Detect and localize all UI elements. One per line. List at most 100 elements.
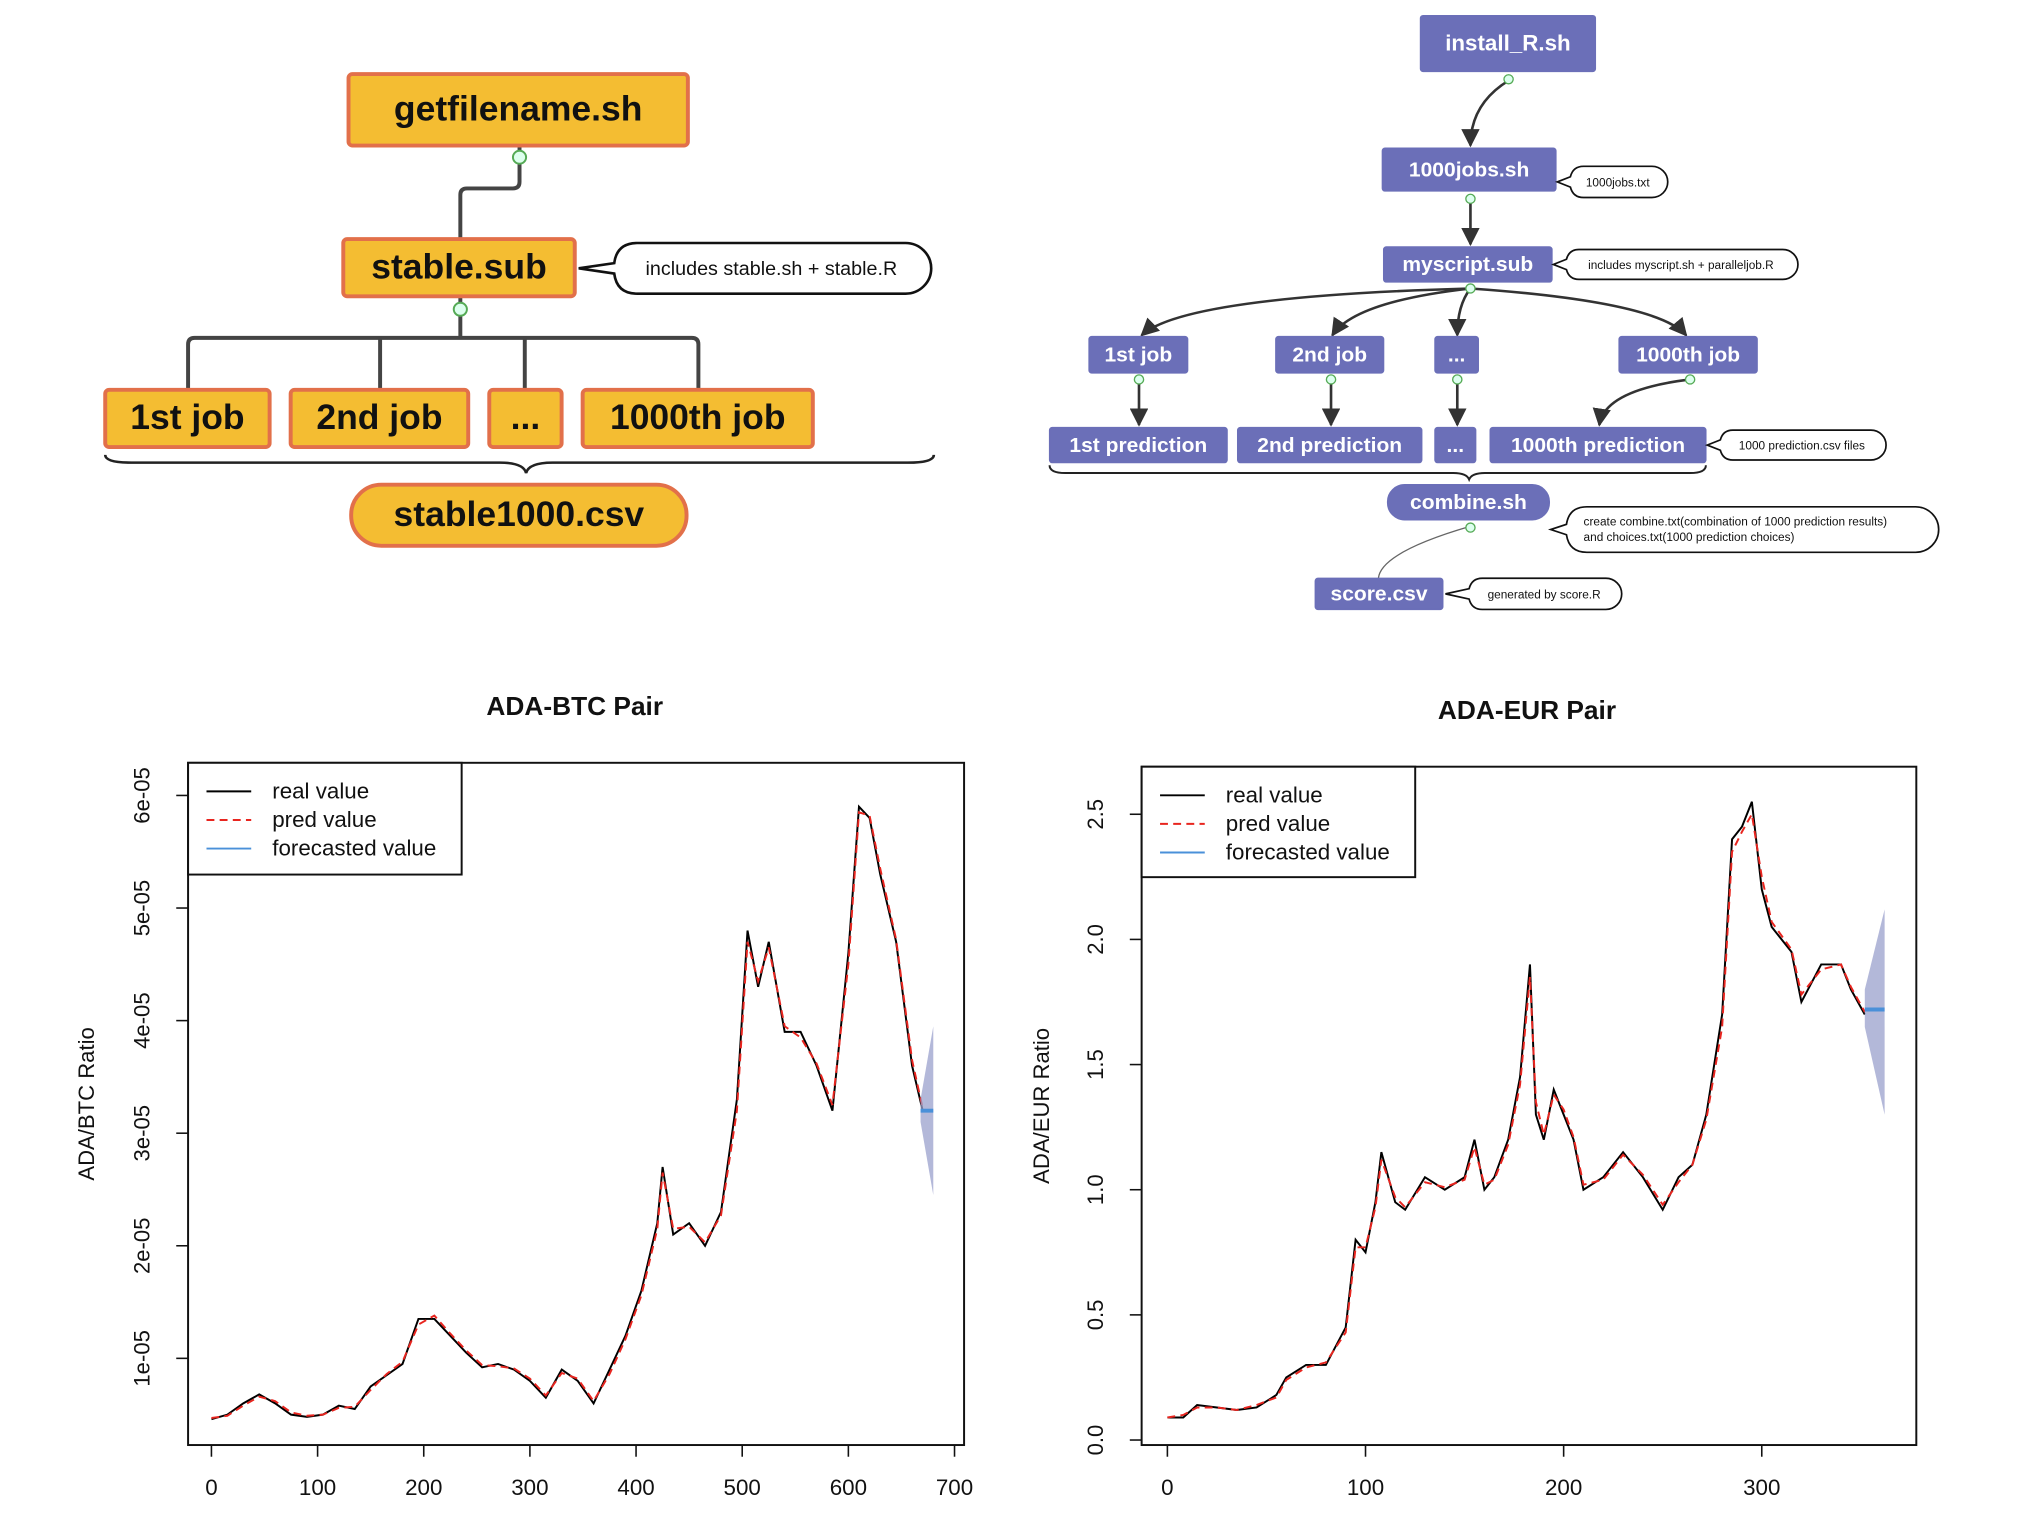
chart-title: ADA-EUR Pair [1438,695,1616,725]
connector [1377,525,1471,579]
collapse-dot [1452,374,1463,385]
y-tick-label: 2.5 [1083,799,1108,830]
callout [1445,577,1623,611]
node-label: 1000th prediction [1511,434,1685,457]
node-label: 1000jobs.sh [1409,158,1529,181]
collapse-dot [511,149,528,165]
x-tick-label: 700 [936,1475,973,1500]
callout [1554,165,1669,199]
x-tick-label: 200 [405,1475,442,1500]
node [341,237,577,299]
arrow [1592,378,1691,427]
legend-box [187,761,463,876]
x-tick-label: 200 [1545,1475,1582,1500]
plot-frame [187,761,966,1447]
legend-label: pred value [272,807,376,832]
node-label: 1st job [1104,344,1172,367]
node [487,387,564,449]
node-label: 1000th job [610,398,786,437]
node-label: score.csv [1331,583,1428,606]
x-tick-label: 600 [830,1475,867,1500]
legend-label: pred value [1226,811,1330,836]
arrow [1470,287,1688,337]
y-tick-label: 2.0 [1083,924,1108,955]
plot-frame [1140,765,1918,1447]
y-tick-label: 4e-05 [129,992,154,1048]
node-label: 1st job [130,398,244,437]
callout-text: generated by score.R [1488,588,1601,601]
y-tick-label: 1.5 [1083,1049,1108,1080]
legend-label: forecasted value [1226,840,1390,865]
series-line [1167,811,1866,1419]
node-label: ... [1448,344,1466,367]
node-label: getfilename.sh [394,90,643,129]
node [1434,426,1477,464]
x-tick-label: 100 [1347,1475,1384,1500]
x-tick-label: 300 [1743,1475,1780,1500]
node [1275,335,1385,374]
collapse-dot [1465,193,1476,205]
callout [1551,248,1799,281]
collapse-dot [1133,374,1145,385]
node [1314,577,1444,611]
x-tick-label: 100 [299,1475,336,1500]
node-label: 1000th job [1636,344,1740,367]
node-label: ... [1447,434,1465,457]
node [1236,426,1423,464]
node-label: stable1000.csv [394,495,645,534]
node [1381,147,1557,192]
y-tick-label: 0.5 [1083,1300,1108,1331]
x-tick-label: 0 [1161,1475,1173,1500]
callout-text: includes myscript.sh + paralleljob.R [1588,259,1774,272]
collapse-dot [1684,374,1696,385]
collapse-dot [1503,74,1514,85]
node [346,72,690,148]
y-axis-title: ADA/BTC Ratio [74,1027,99,1180]
arrow [1331,287,1471,337]
node [1434,335,1479,374]
node [1088,335,1189,374]
collapse-dot [1465,283,1476,294]
series-line [211,811,924,1419]
node-label: combine.sh [1410,491,1527,514]
node [1386,484,1551,521]
series-line [211,804,924,1421]
forecast-band [1864,909,1885,1115]
x-tick-label: 400 [617,1475,654,1500]
node [1618,335,1758,374]
node [103,387,272,449]
node [580,387,815,449]
collapse-dot [452,301,468,317]
collapse-dot [1325,374,1337,385]
callout-text: 1000jobs.txt [1586,176,1650,189]
callout-text: 1000 prediction.csv files [1739,440,1865,453]
arrow [1448,287,1472,338]
callout-text: create combine.txt(combination of 1000 p… [1584,516,1888,529]
chart: ADA-EUR Pair ADA/EUR Ratio 0 100 200 300 0.0 0.… [1029,695,1918,1500]
callout [1704,429,1887,461]
callout [1547,505,1940,554]
callout [578,241,933,295]
node [288,387,471,449]
y-tick-label: 3e-05 [129,1105,154,1161]
y-tick-label: 6e-05 [129,767,154,823]
diagrams: getfilename.sh stable.sub 1st job 2nd job..… [103,14,1940,611]
chart-title: ADA-BTC Pair [486,691,663,721]
y-tick-label: 0.0 [1083,1425,1108,1456]
callout-text: includes stable.sh + stable.R [646,258,898,280]
arrow [1140,287,1471,337]
node-label: 2nd job [316,398,442,437]
node-label: 2nd job [1292,344,1367,367]
node [349,482,689,548]
x-tick-label: 300 [511,1475,548,1500]
node-label: install_R.sh [1445,31,1570,56]
node-label: 1st prediction [1069,434,1207,457]
y-axis-title: ADA/EUR Ratio [1029,1028,1054,1184]
y-tick-label: 5e-05 [129,880,154,936]
connector [186,335,701,390]
y-tick-label: 1.0 [1083,1174,1108,1205]
node [1048,426,1228,464]
y-tick-label: 1e-05 [129,1330,154,1386]
arrow [1461,79,1510,148]
